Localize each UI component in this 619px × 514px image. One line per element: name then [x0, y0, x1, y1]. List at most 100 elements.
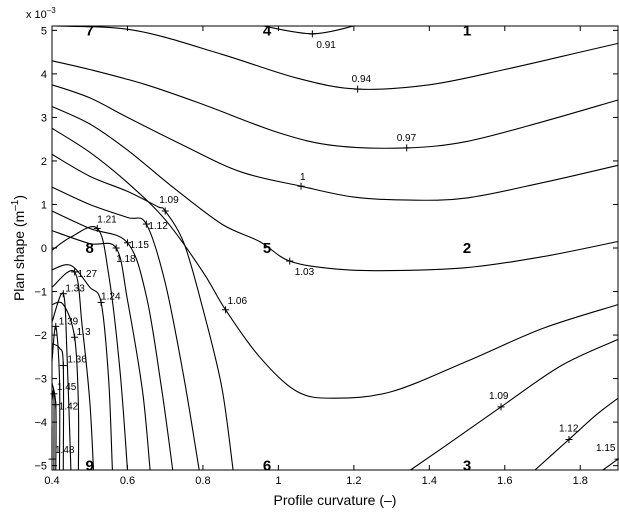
- contour-label-1-24-14: 1.24: [97, 291, 121, 306]
- contour-label-1-39-19: 1.39: [52, 316, 79, 330]
- contour-line-1-3: [51, 84, 619, 201]
- contour-label-1-36-18: 1.36: [59, 355, 87, 370]
- y-tick-label: −4: [34, 417, 47, 429]
- contour-label-1-06-5: 1.06: [222, 296, 247, 314]
- y-tick-label: 0: [41, 243, 47, 255]
- region-label-5: 5: [263, 240, 271, 257]
- y-tick-label: 5: [41, 25, 47, 37]
- x-tick-label: 0.4: [44, 475, 59, 487]
- x-tick-label: 1.6: [497, 475, 512, 487]
- contour-label-1-15-11: 1.15: [596, 443, 619, 463]
- svg-text:1.36: 1.36: [67, 355, 87, 366]
- contour-line-1-36-18: [51, 343, 65, 471]
- region-labels: 7 4 1 8 5 2 9 6 3: [86, 22, 472, 474]
- y-tick-label: −1: [34, 287, 47, 299]
- svg-text:0.94: 0.94: [352, 74, 372, 85]
- x-tick-label: 1: [275, 475, 281, 487]
- svg-text:1.15: 1.15: [129, 240, 149, 251]
- svg-text:1.24: 1.24: [101, 291, 121, 302]
- contour-line-1-03-4: [51, 106, 619, 272]
- contour-label-1-09-6: 1.09: [159, 195, 179, 215]
- svg-text:0.91: 0.91: [316, 40, 336, 51]
- svg-text:1.09: 1.09: [159, 195, 179, 206]
- contour-label-1-27-15: 1.27: [71, 268, 98, 280]
- contour-line-1-15-10: [51, 210, 174, 471]
- contour-line-1-18-12: [51, 230, 151, 471]
- svg-text:1.15: 1.15: [596, 443, 616, 454]
- svg-text:1.09: 1.09: [489, 391, 509, 402]
- region-label-8: 8: [86, 240, 94, 257]
- contour-line-1-24-14: [51, 264, 113, 471]
- contour-line-1-06-5: [51, 127, 619, 399]
- x-tick-label: 1.2: [346, 475, 361, 487]
- contour-line-1-12-8: [51, 186, 200, 471]
- contour-label-1-03-4: 1.03: [286, 257, 315, 278]
- region-label-6: 6: [263, 458, 271, 475]
- x-tick-label: 1.8: [573, 475, 588, 487]
- y-tick-label: 2: [41, 156, 47, 168]
- region-label-2: 2: [463, 240, 471, 257]
- contour-label-1-42-20: 1.42: [52, 401, 79, 413]
- contour-label-1-3: 1: [297, 172, 306, 190]
- contour-label-1-09-7: 1.09: [489, 391, 509, 411]
- contour-line-0-91-0: [263, 25, 355, 35]
- svg-text:1.06: 1.06: [228, 296, 248, 307]
- svg-text:0.97: 0.97: [397, 133, 417, 144]
- contour-label-1-3-16: 1.3: [71, 327, 91, 341]
- region-label-4: 4: [263, 22, 272, 39]
- contour-line-1-15-11: [602, 458, 619, 471]
- contour-line-1-39-19: [51, 325, 61, 471]
- contour-line-1-09-6: [51, 153, 234, 471]
- y-multiplier: x 10–3: [26, 6, 56, 21]
- y-axis-ticks: 5 4 3 2 1 0 −1 −2 −3 −4 −5: [34, 25, 618, 473]
- region-label-1: 1: [463, 22, 471, 39]
- y-tick-label: −5: [34, 461, 47, 473]
- contour-line-1-12-9: [534, 397, 619, 471]
- region-label-7: 7: [86, 22, 94, 39]
- contour-line-0-97-2: [51, 60, 619, 149]
- contour-label-0-91-0: 0.91: [308, 30, 336, 51]
- y-tick-label: 3: [41, 112, 47, 124]
- contour-line-1-09-7: [410, 338, 619, 471]
- svg-text:1.45: 1.45: [57, 382, 77, 393]
- svg-text:1.48: 1.48: [55, 445, 75, 456]
- x-axis-label: Profile curvature (–): [274, 492, 397, 508]
- contour-label-1-33-17: 1.33: [59, 284, 85, 298]
- y-axis-label-exponent: –1: [10, 199, 21, 211]
- contour-label-1-18-12: 1.18: [112, 244, 136, 265]
- y-axis-label: Plan shape (m–1): [10, 195, 27, 301]
- x-tick-label: 0.6: [120, 475, 135, 487]
- svg-text:1.12: 1.12: [148, 221, 168, 232]
- svg-text:1.27: 1.27: [78, 269, 98, 280]
- region-label-9: 9: [86, 458, 94, 475]
- contour-label-1-21-13: 1.21: [93, 214, 117, 232]
- contour-label-0-94-1: 0.94: [352, 74, 372, 93]
- y-tick-label: −2: [34, 330, 47, 342]
- contour-line-1-27-15: [51, 270, 95, 471]
- svg-text:1.18: 1.18: [116, 254, 136, 265]
- svg-text:1.3: 1.3: [77, 327, 91, 338]
- y-multiplier-exponent: –3: [47, 6, 56, 15]
- svg-text:1.42: 1.42: [59, 402, 79, 413]
- contour-label-1-12-8: 1.12: [142, 220, 168, 232]
- contour-label-1-12-9: 1.12: [559, 424, 579, 444]
- svg-text:1.39: 1.39: [59, 316, 79, 327]
- contour-line-1-33-17: [51, 292, 72, 471]
- contour-label-0-97-2: 0.97: [397, 133, 417, 152]
- x-tick-label: 0.8: [195, 475, 210, 487]
- x-axis-ticks: 0.4 0.6 0.8 1 1.2 1.4 1.6 1.8: [44, 26, 588, 487]
- svg-text:1.21: 1.21: [97, 214, 117, 225]
- contour-label-1-15-10: 1.15: [123, 239, 149, 251]
- svg-text:1.12: 1.12: [559, 424, 579, 435]
- svg-text:1.03: 1.03: [295, 267, 315, 278]
- svg-text:1: 1: [300, 172, 306, 183]
- contour-line-0-94-1: [55, 25, 619, 90]
- x-tick-label: 1.4: [422, 475, 437, 487]
- region-label-3: 3: [463, 458, 471, 475]
- y-tick-label: 4: [41, 69, 47, 81]
- y-tick-label: −3: [34, 374, 47, 386]
- y-axis-label-close: ): [11, 195, 27, 200]
- contour-line-1-21-13: [51, 226, 129, 471]
- svg-text:1.33: 1.33: [65, 284, 85, 295]
